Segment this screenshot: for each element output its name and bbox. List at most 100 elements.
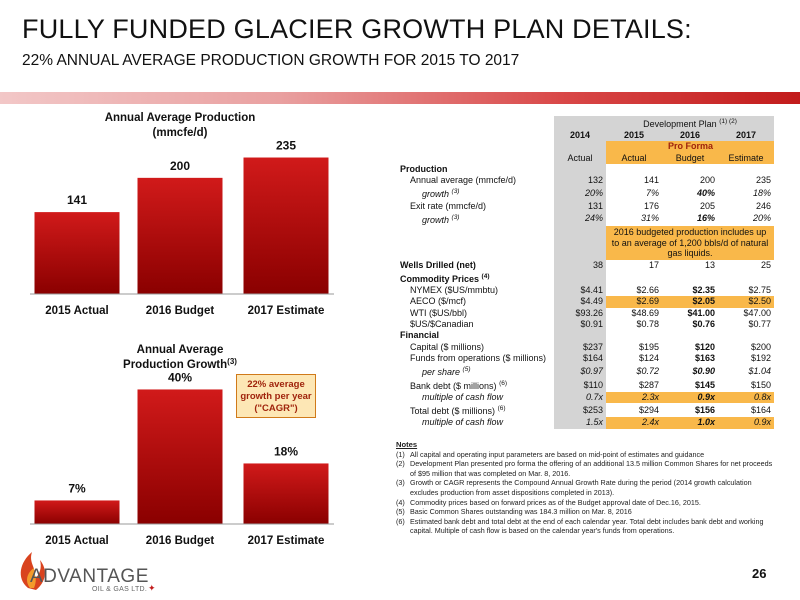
table-cell: 20% xyxy=(753,213,772,224)
note-item: (5) Basic Common Shares outstanding was 1… xyxy=(396,507,774,517)
table-cell: 1.5x xyxy=(554,417,606,429)
row-label-funds: Funds from operations ($ millions) xyxy=(410,352,547,363)
ngl-note-line-1: 2016 budgeted production includes up xyxy=(613,227,767,238)
chart-title: Annual Average xyxy=(137,344,224,356)
ngl-note-line-2: to an average of 1,200 bbls/d of natural xyxy=(611,237,769,248)
table-cell: $0.91 xyxy=(554,318,606,331)
bar-value-label: 141 xyxy=(67,193,87,207)
table-cell: 1.0x xyxy=(662,417,718,429)
table-cell: $150 xyxy=(750,379,772,390)
table-cell: $0.76 xyxy=(692,319,715,329)
row-label-exit-rate: Exit rate (mmcfe/d) xyxy=(410,200,487,211)
chart-title-line-2: (mmcfe/d) xyxy=(153,127,208,139)
chart-title-line-2: Production Growth(3) xyxy=(123,357,237,371)
table-cell: 235 xyxy=(755,175,772,186)
table-cell: 132 xyxy=(554,175,606,187)
table-cell: 38 xyxy=(554,259,606,271)
year-2015: 2015 xyxy=(606,130,662,142)
cagr-callout: 22% average growth per year ("CAGR") xyxy=(236,374,316,418)
table-cell: $1.04 xyxy=(748,365,772,376)
table-cell: $41.00 xyxy=(687,307,715,318)
production-chart: Annual Average Production (mmcfe/d) 141 201… xyxy=(26,108,346,330)
row-label-annual-average: Annual average (mmcfe/d) xyxy=(410,175,517,186)
bar-value-label: 40% xyxy=(168,370,192,384)
note-number: (5) xyxy=(396,507,405,517)
table-cell: 205 xyxy=(699,200,715,211)
notes-heading: Notes xyxy=(396,440,418,449)
table-cell: $200 xyxy=(750,341,772,352)
bar-2017-estimate xyxy=(243,157,329,294)
notes-section: Notes (1) All capital and operating input… xyxy=(396,440,774,536)
table-cell: $4.49 xyxy=(554,296,606,308)
header-divider-band xyxy=(0,92,800,104)
pro-forma-label: Pro Forma xyxy=(662,141,775,153)
note-text: Growth or CAGR represents the Compound A… xyxy=(410,478,752,497)
table-cell: $0.78 xyxy=(636,319,659,329)
table-cell: 13 xyxy=(704,259,715,270)
table-cell: $2.66 xyxy=(636,285,659,296)
row-label-multiple-2: multiple of cash flow xyxy=(422,417,504,428)
table-cell: 0.9x xyxy=(662,392,718,404)
table-cell: $2.75 xyxy=(748,285,772,296)
table-cell: $120 xyxy=(694,341,715,352)
callout-line-3: ("CAGR") xyxy=(254,403,298,414)
note-item: (6) Estimated bank debt and total debt at… xyxy=(396,517,774,536)
category-label: 2017 Estimate xyxy=(248,305,325,317)
section-commodity: Commodity Prices xyxy=(400,273,480,284)
table-cell: $164 xyxy=(750,404,772,415)
subhead-actual-2014: Actual xyxy=(554,152,606,164)
table-cell: $237 xyxy=(554,341,606,353)
row-label-capital: Capital ($ millions) xyxy=(410,341,485,352)
table-cell: $0.90 xyxy=(692,365,715,376)
table-cell: 246 xyxy=(755,200,772,211)
bar-value-label: 200 xyxy=(170,159,190,173)
note-text: Basic Common Shares outstanding was 184.… xyxy=(410,507,632,517)
ngl-note-box: 2016 budgeted production includes up to … xyxy=(606,225,775,260)
callout-line-1: 22% average xyxy=(247,379,305,390)
row-label-wells: Wells Drilled (net) xyxy=(400,259,476,270)
note-item: (3) Growth or CAGR represents the Compoun… xyxy=(396,478,774,497)
row-label-fx: $US/$Canadian xyxy=(410,319,474,329)
note-item: (4) Commodity prices based on forward pri… xyxy=(396,498,774,508)
category-label: 2016 Budget xyxy=(146,535,215,547)
page-subtitle: 22% ANNUAL AVERAGE PRODUCTION GROWTH FOR… xyxy=(22,52,520,69)
table-cell: 18% xyxy=(753,187,772,198)
bar-2015-actual xyxy=(34,500,120,524)
table-cell: $2.50 xyxy=(718,296,775,308)
bar-value-label: 235 xyxy=(276,139,296,153)
table-cell: 141 xyxy=(643,175,659,186)
note-item: (2) Development Plan presented pro forma … xyxy=(396,459,774,478)
dev-plan-header: Development Plan (1) (2) xyxy=(606,116,775,130)
table-cell: 16% xyxy=(696,213,715,224)
row-sup: (6) xyxy=(497,405,506,413)
table-cell: 2.3x xyxy=(606,392,662,404)
table-cell: 131 xyxy=(554,200,606,212)
subhead-budget-2016: Budget xyxy=(662,152,718,164)
note-text: Commodity prices based on forward prices… xyxy=(410,497,701,507)
table-cell: 24% xyxy=(554,211,606,226)
logo-subtext: OIL & GAS LTD. xyxy=(92,586,148,593)
callout-line-2: growth per year xyxy=(240,391,312,402)
table-cell: $48.69 xyxy=(631,307,659,318)
table-cell: 17 xyxy=(648,259,659,270)
table-cell: 31% xyxy=(640,213,659,224)
row-label-aeco: AECO ($/mcf) xyxy=(410,296,467,307)
dev-plan-sup: (1) (2) xyxy=(719,118,737,125)
table-cell: $124 xyxy=(638,352,659,363)
note-text: Estimated bank debt and total debt at th… xyxy=(410,516,764,536)
table-cell: 0.8x xyxy=(718,392,775,404)
bar-value-label: 7% xyxy=(68,481,86,495)
row-label-wti: WTI ($US/bbl) xyxy=(410,307,468,318)
table-cell: $0.77 xyxy=(748,319,772,329)
category-label: 2016 Budget xyxy=(146,305,215,317)
row-sup: (6) xyxy=(499,380,508,388)
subhead-actual-2015: Actual xyxy=(606,152,662,164)
page-number: 26 xyxy=(752,566,767,581)
table-cell: 40% xyxy=(696,187,715,198)
production-chart-svg: Annual Average Production (mmcfe/d) 141 201… xyxy=(30,112,334,317)
table-cell: 25 xyxy=(761,259,772,270)
table-cell: $156 xyxy=(694,404,715,415)
row-label-multiple-1: multiple of cash flow xyxy=(422,392,504,403)
chart-title: Annual Average Production xyxy=(105,112,256,124)
